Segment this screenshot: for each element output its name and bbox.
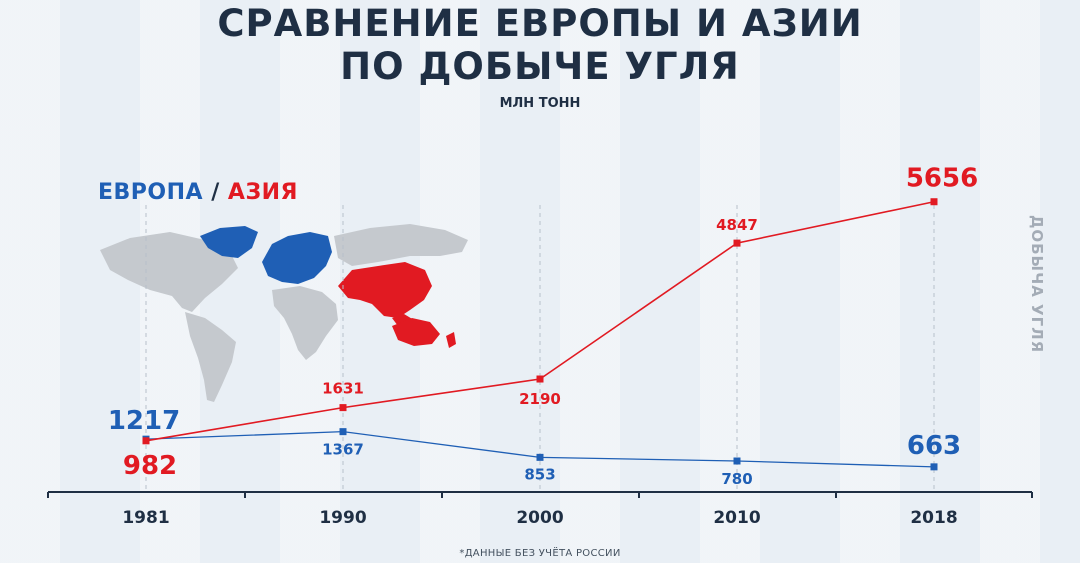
data-label-europe-1981: 1217 (108, 406, 180, 436)
world-map-icon (100, 224, 468, 402)
x-tick-label-2018: 2018 (910, 508, 957, 528)
legend-europe: ЕВРОПА (98, 180, 204, 205)
footnote: *ДАННЫЕ БЕЗ УЧЁТА РОССИИ (459, 548, 621, 559)
point-europe-2018 (930, 463, 938, 471)
x-tick-label-1981: 1981 (122, 508, 169, 528)
data-label-europe-1990: 1367 (322, 441, 364, 459)
point-asia-2010 (733, 239, 741, 247)
title-line-1: СРАВНЕНИЕ ЕВРОПЫ И АЗИИ (217, 2, 863, 45)
data-label-asia-1990: 1631 (322, 380, 364, 398)
unit-label: МЛН ТОНН (499, 96, 581, 111)
point-asia-1981 (142, 437, 150, 445)
side-axis-label: ДОБЫЧА УГЛЯ (1028, 215, 1046, 354)
data-label-asia-2000: 2190 (519, 390, 561, 408)
data-label-europe-2000: 853 (524, 465, 555, 483)
point-asia-2000 (536, 375, 544, 383)
x-tick-label-1990: 1990 (319, 508, 366, 528)
legend: ЕВРОПА / АЗИЯ (98, 180, 298, 205)
point-europe-2010 (733, 457, 741, 465)
x-tick-label-2000: 2000 (516, 508, 563, 528)
data-labels: 1217 1367 853 780 663 982 1631 2190 4847 5656 (108, 164, 978, 488)
legend-asia: АЗИЯ (227, 180, 298, 205)
title-line-2: ПО ДОБЫЧЕ УГЛЯ (340, 45, 740, 88)
data-label-asia-1981: 982 (123, 451, 177, 481)
grid-lines (145, 205, 935, 492)
data-label-asia-2010: 4847 (716, 216, 758, 234)
chart-title: СРАВНЕНИЕ ЕВРОПЫ И АЗИИ ПО ДОБЫЧЕ УГЛЯ (0, 2, 1080, 88)
data-label-asia-2018: 5656 (906, 164, 978, 194)
data-label-europe-2018: 663 (907, 431, 961, 461)
point-asia-1990 (339, 404, 347, 412)
point-asia-2018 (930, 198, 938, 206)
x-axis: 1981 1990 2000 2010 2018 (47, 491, 1033, 528)
data-label-europe-2010: 780 (721, 470, 752, 488)
series-group (142, 198, 938, 471)
point-europe-2000 (536, 453, 544, 461)
legend-separator: / (203, 180, 228, 205)
point-europe-1990 (339, 428, 347, 436)
x-tick-label-2010: 2010 (713, 508, 760, 528)
